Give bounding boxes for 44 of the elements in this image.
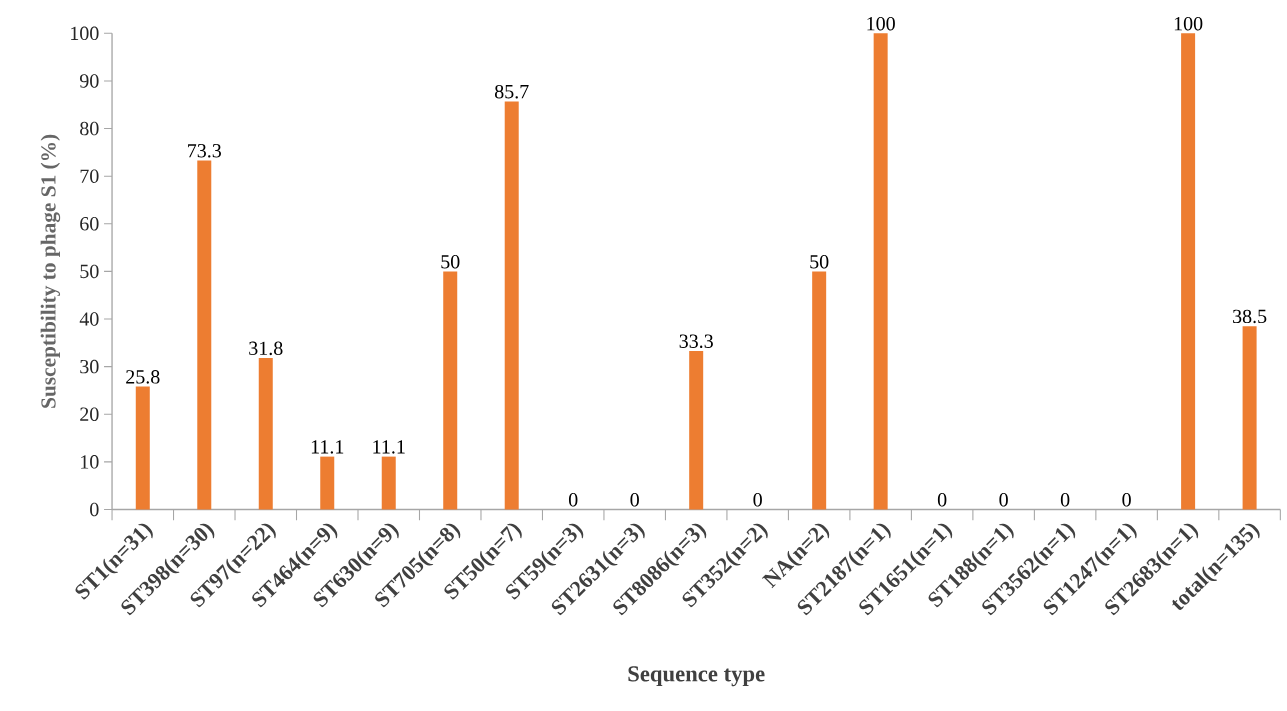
data-label: 100 bbox=[867, 16, 895, 31]
bar bbox=[689, 350, 704, 510]
data-label: 0 bbox=[937, 493, 947, 507]
data-label: 38.5 bbox=[1233, 309, 1267, 324]
data-label: 0 bbox=[568, 493, 578, 507]
data-label: 33.3 bbox=[679, 334, 713, 349]
x-axis-title: Sequence type bbox=[628, 666, 765, 687]
bar bbox=[504, 101, 519, 510]
y-tick-label: 50 bbox=[80, 264, 99, 279]
data-label: 100 bbox=[1174, 16, 1203, 31]
data-label: 31.8 bbox=[249, 341, 283, 356]
bar bbox=[873, 33, 888, 510]
data-label: 0 bbox=[630, 493, 639, 507]
y-tick-label: 30 bbox=[80, 359, 99, 374]
bar bbox=[320, 456, 335, 510]
data-label: 0 bbox=[1122, 493, 1131, 507]
bar bbox=[812, 271, 827, 510]
y-tick-label: 60 bbox=[80, 217, 99, 231]
data-label: 50 bbox=[810, 255, 829, 269]
y-tick-label: 90 bbox=[79, 74, 99, 88]
data-label: 50 bbox=[441, 255, 460, 269]
bar bbox=[1242, 326, 1257, 510]
data-label: 0 bbox=[999, 493, 1008, 507]
bar bbox=[443, 271, 458, 510]
y-tick-label: 10 bbox=[81, 455, 99, 469]
y-tick-label: 20 bbox=[80, 407, 99, 422]
bar bbox=[1181, 33, 1196, 510]
y-tick-label: 70 bbox=[80, 169, 99, 183]
data-label: 73.3 bbox=[188, 144, 221, 158]
data-label: 11.1 bbox=[311, 440, 344, 454]
data-label: 0 bbox=[1060, 493, 1070, 507]
bar bbox=[135, 386, 150, 510]
y-tick-label: 100 bbox=[71, 26, 99, 41]
bar bbox=[197, 160, 212, 510]
y-tick-label: 0 bbox=[90, 502, 99, 517]
data-label: 25.8 bbox=[126, 370, 160, 384]
bar bbox=[258, 358, 273, 510]
data-label: 11.1 bbox=[373, 440, 405, 454]
bar bbox=[381, 456, 396, 510]
y-tick-label: 80 bbox=[80, 121, 99, 136]
y-axis-title: Susceptibility to phage S1 (%) bbox=[40, 134, 61, 408]
data-label: 85.7 bbox=[494, 84, 529, 99]
data-label: 0 bbox=[753, 493, 762, 507]
y-tick-label: 40 bbox=[79, 312, 99, 326]
